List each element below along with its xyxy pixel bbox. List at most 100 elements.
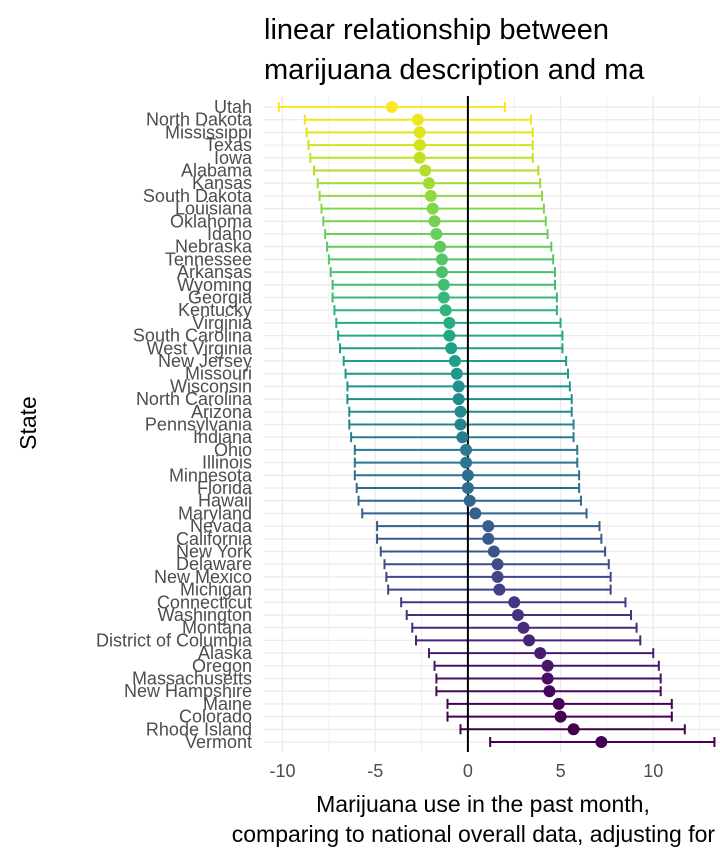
point-estimate: [460, 456, 473, 469]
y-tick-label: Maine: [203, 694, 252, 714]
point-estimate: [567, 723, 580, 736]
point-estimate: [511, 609, 524, 621]
chart-title-line-2: marijuana description and ma: [264, 54, 645, 86]
point-estimate: [452, 380, 465, 393]
point-estimate: [554, 710, 567, 723]
x-tick-label: -5: [367, 761, 383, 781]
point-estimate: [437, 278, 450, 291]
y-tick-label: Florida: [197, 478, 253, 498]
point-estimate: [543, 685, 556, 698]
y-tick-label: New York: [176, 542, 253, 562]
point-estimate: [411, 113, 424, 126]
point-estimate: [443, 329, 456, 342]
point-estimate: [413, 126, 426, 139]
y-tick-label: Iowa: [214, 148, 253, 168]
y-tick-label: Idaho: [207, 224, 252, 244]
y-tick-label: Georgia: [188, 288, 253, 308]
y-tick-label: Kentucky: [178, 300, 252, 320]
y-tick-label: Hawaii: [198, 491, 252, 511]
y-tick-label: Connecticut: [157, 592, 252, 612]
point-estimate: [445, 342, 458, 355]
y-tick-label: Montana: [182, 618, 253, 638]
point-estimate: [491, 570, 504, 583]
y-tick-label: Virginia: [192, 313, 253, 333]
point-estimate: [422, 177, 435, 190]
y-tick-label: Vermont: [185, 732, 252, 752]
point-estimate: [435, 266, 448, 279]
point-estimate: [439, 304, 452, 317]
x-tick-label: 0: [463, 761, 473, 781]
y-tick-label: Nevada: [190, 516, 253, 536]
y-tick-label: New Hampshire: [124, 681, 252, 701]
x-axis-label-line-2: comparing to national overall data, adju…: [232, 821, 720, 847]
point-estimate: [517, 621, 530, 634]
y-tick-label: Washington: [158, 605, 252, 625]
point-estimate: [508, 596, 521, 609]
point-estimate: [461, 482, 474, 494]
point-estimate: [419, 164, 432, 177]
y-tick-label: District of Columbia: [96, 630, 253, 650]
point-estimate: [413, 139, 426, 152]
x-tick-label: 10: [643, 761, 663, 781]
x-axis-label-line-1: Marijuana use in the past month,: [316, 791, 650, 817]
point-estimate: [460, 443, 473, 456]
y-axis-label: State: [15, 396, 41, 450]
y-tick-label: South Carolina: [133, 326, 253, 346]
y-tick-label: Mississippi: [165, 122, 252, 142]
y-tick-label: Maryland: [178, 503, 252, 523]
point-estimate: [435, 253, 448, 266]
y-tick-label: Oregon: [192, 656, 252, 676]
y-tick-label: Delaware: [176, 554, 252, 574]
point-estimate: [385, 101, 398, 113]
y-tick-label: North Dakota: [146, 110, 253, 130]
y-tick-label: Missouri: [185, 364, 252, 384]
point-estimate: [463, 494, 476, 507]
y-tick-label: Oklahoma: [170, 211, 253, 231]
point-estimate: [595, 736, 608, 748]
point-estimate: [493, 583, 506, 596]
y-tick-label: South Dakota: [143, 186, 253, 206]
y-tick-label: Alaska: [198, 643, 253, 663]
point-estimate: [454, 418, 467, 431]
y-tick-label: New Jersey: [158, 351, 252, 371]
y-tick-label: Utah: [214, 97, 252, 117]
point-estimate: [434, 240, 447, 253]
point-estimate: [450, 367, 463, 380]
y-tick-label: Wisconsin: [170, 376, 252, 396]
point-estimate: [452, 393, 465, 406]
point-estimate: [428, 215, 441, 228]
y-tick-label: Rhode Island: [146, 719, 252, 739]
point-estimate: [469, 507, 482, 520]
point-estimate: [541, 672, 554, 685]
y-tick-label: New Mexico: [154, 567, 252, 587]
x-tick-label: 5: [556, 761, 566, 781]
chart-title-line-1: linear relationship between: [264, 14, 609, 46]
y-tick-label: Texas: [205, 135, 252, 155]
point-estimate: [424, 189, 437, 202]
point-estimate: [454, 405, 467, 418]
point-estimate: [443, 316, 456, 329]
y-tick-label: West Virginia: [147, 338, 253, 358]
y-tick-label: Alabama: [181, 161, 253, 181]
y-tick-label: Louisiana: [175, 199, 253, 219]
x-tick-label: -10: [270, 761, 296, 781]
y-tick-label: California: [176, 529, 253, 549]
point-estimate: [541, 659, 554, 672]
point-estimate: [491, 558, 504, 571]
y-tick-label: Illinois: [202, 453, 252, 473]
point-estimate: [426, 202, 439, 215]
point-estimate: [552, 697, 565, 710]
y-tick-label: Kansas: [192, 173, 252, 193]
y-tick-label: Nebraska: [175, 237, 253, 257]
point-estimate: [482, 520, 495, 533]
y-tick-label: Michigan: [180, 580, 252, 600]
point-estimates: [385, 101, 608, 748]
point-estimate: [523, 634, 536, 647]
y-tick-label: North Carolina: [136, 389, 253, 409]
point-estimate: [413, 151, 426, 164]
x-tick-labels: -10 -5 0 5 10: [270, 761, 664, 781]
y-tick-label: Minnesota: [169, 465, 253, 485]
y-tick-label: Ohio: [214, 440, 252, 460]
